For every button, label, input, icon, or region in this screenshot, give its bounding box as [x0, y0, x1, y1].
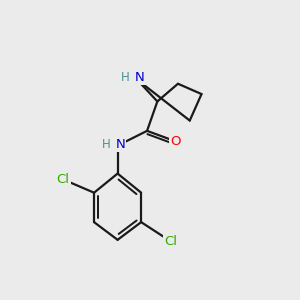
- Text: Cl: Cl: [164, 235, 177, 248]
- Text: H: H: [121, 71, 130, 84]
- Text: O: O: [170, 135, 180, 148]
- Text: N: N: [135, 71, 145, 84]
- Text: N: N: [116, 138, 125, 151]
- Text: Cl: Cl: [57, 173, 70, 186]
- Text: H: H: [102, 138, 111, 151]
